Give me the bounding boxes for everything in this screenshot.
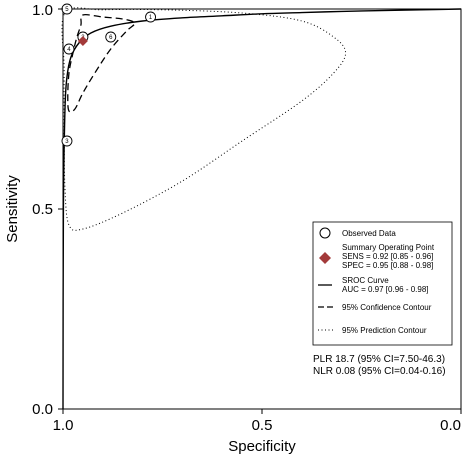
study-label-5: 5 [65, 7, 69, 13]
legend-observed-symbol [319, 227, 331, 239]
plr-annotation: PLR 18.7 (95% CI=7.50-46.3) [313, 354, 445, 365]
x-axis-title: Specificity [228, 438, 296, 455]
x-tick-label-0: 1.0 [53, 417, 74, 434]
legend-observed-label: Observed Data [342, 229, 396, 238]
legend-sroc-title: SROC Curve [342, 276, 389, 285]
legend: Observed Data Summary Operating Point SE… [312, 221, 453, 346]
study-label-6: 6 [109, 35, 113, 41]
y-tick-label-1: 0.5 [32, 201, 53, 218]
confidence-contour [67, 14, 136, 113]
plot-frame [62, 8, 462, 410]
study-point-3 [61, 135, 73, 147]
study-label-4: 4 [67, 47, 71, 53]
nlr-annotation: NLR 0.08 (95% CI=0.04-0.16) [313, 366, 446, 377]
x-tick-label-2: 0.0 [440, 417, 461, 434]
prediction-contour [61, 7, 347, 231]
y-tick-label-0: 0.0 [32, 401, 53, 418]
study-point-6 [105, 31, 117, 43]
x-tick-label-1: 0.5 [252, 417, 273, 434]
legend-summary-symbol [319, 252, 331, 264]
observed-data-points: 123456 [61, 3, 157, 147]
legend-sroc-auc: AUC = 0.97 [0.96 - 0.98] [342, 285, 429, 294]
legend-box [312, 221, 453, 346]
legend-summary-sens: SENS = 0.92 [0.85 - 0.96] [342, 252, 433, 261]
legend-summary-title: Summary Operating Point [342, 243, 435, 252]
study-point-1 [145, 11, 157, 23]
y-axis-title: Sensitivity [4, 175, 21, 243]
sroc-curve [62, 8, 462, 410]
legend-summary-spec: SPEC = 0.95 [0.88 - 0.98] [342, 261, 433, 270]
summary-operating-point [77, 36, 88, 46]
y-tick-label-2: 1.0 [32, 2, 53, 19]
study-point-4 [63, 43, 75, 55]
legend-prediction-label: 95% Prediction Contour [342, 326, 427, 335]
axis-ticks [58, 8, 462, 414]
legend-confidence-label: 95% Confidence Contour [342, 303, 432, 312]
study-label-1: 1 [149, 15, 153, 21]
study-label-3: 3 [65, 139, 69, 145]
